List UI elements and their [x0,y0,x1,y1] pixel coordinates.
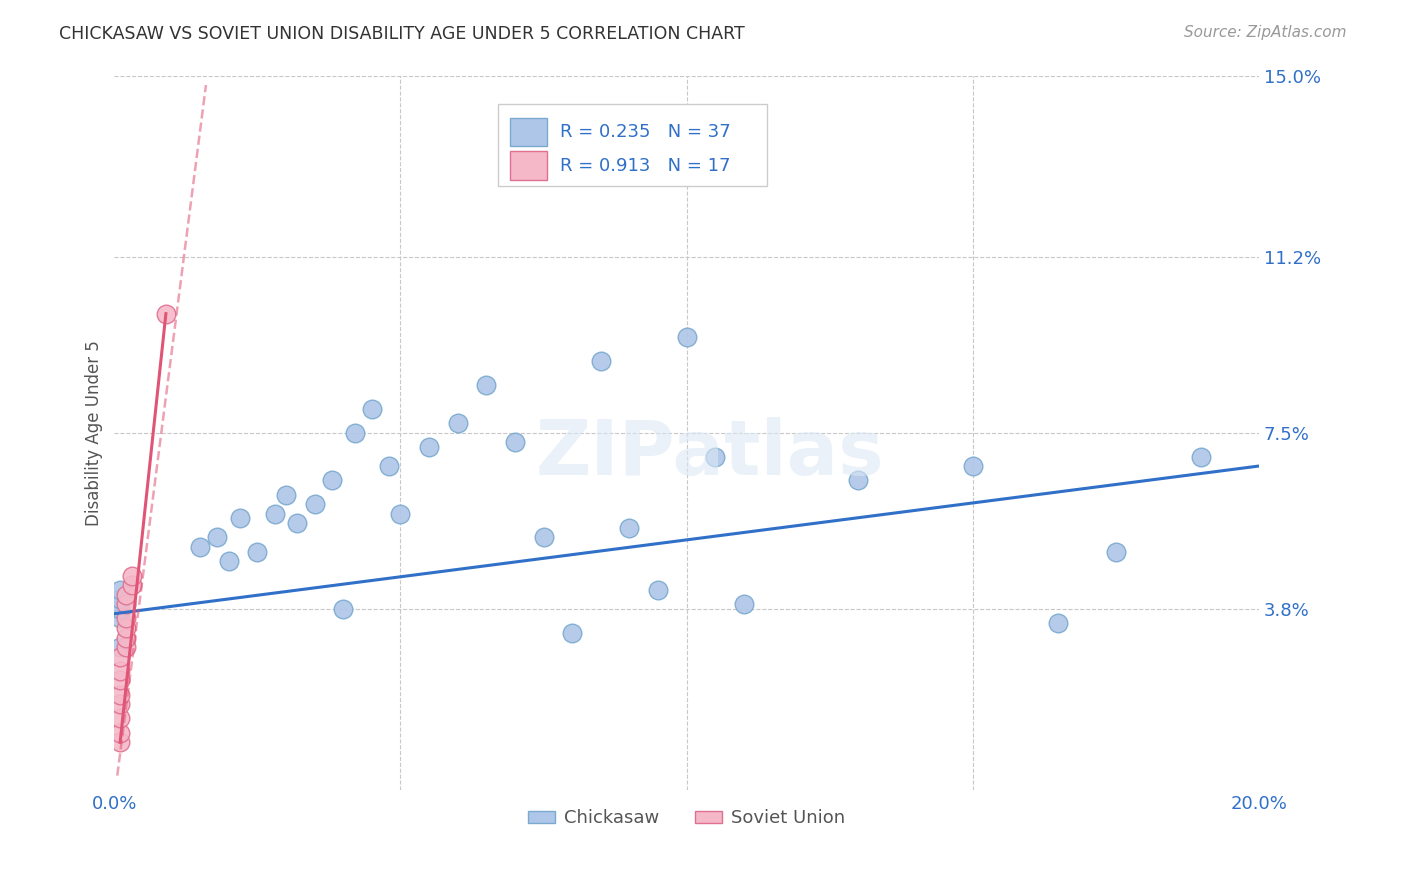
FancyBboxPatch shape [498,104,766,186]
Point [675,330,697,344]
Point [287,516,309,531]
Text: R = 0.913   N = 17: R = 0.913 N = 17 [560,156,730,175]
Text: Source: ZipAtlas.com: Source: ZipAtlas.com [1184,25,1347,40]
Point [846,474,869,488]
Point [1047,616,1070,631]
Point [108,688,131,702]
Point [115,611,138,625]
Point [115,631,138,645]
Point [263,507,285,521]
Text: ZIPatlas: ZIPatlas [536,417,884,491]
Point [418,440,440,454]
Point [207,531,229,545]
Point [589,354,612,368]
Point [115,621,138,635]
Point [389,507,412,521]
Point [533,531,555,545]
Point [188,540,211,554]
Point [115,640,138,654]
FancyBboxPatch shape [510,152,547,180]
Point [218,554,240,568]
Y-axis label: Disability Age Under 5: Disability Age Under 5 [86,340,103,525]
Point [733,597,755,611]
Point [704,450,727,464]
Point [246,545,269,559]
Point [115,597,138,611]
Point [962,458,984,473]
Point [332,602,354,616]
Point [108,592,131,607]
Point [108,664,131,678]
Point [121,568,143,582]
Point [108,602,131,616]
Point [274,488,297,502]
Point [108,735,131,749]
Point [108,711,131,725]
Legend: Chickasaw, Soviet Union: Chickasaw, Soviet Union [520,802,852,835]
Point [108,697,131,711]
Point [360,401,382,416]
Point [321,474,343,488]
Point [647,582,669,597]
Point [619,521,641,535]
Point [115,588,138,602]
Point [108,640,131,654]
Point [561,625,583,640]
Point [343,425,366,440]
Text: R = 0.235   N = 37: R = 0.235 N = 37 [560,123,730,141]
Point [229,511,252,525]
Point [304,497,326,511]
Point [475,378,498,392]
Point [1105,545,1128,559]
Point [121,578,143,592]
Text: CHICKASAW VS SOVIET UNION DISABILITY AGE UNDER 5 CORRELATION CHART: CHICKASAW VS SOVIET UNION DISABILITY AGE… [59,25,745,43]
Point [108,673,131,688]
Point [447,416,470,430]
Point [108,649,131,664]
Point [155,307,177,321]
FancyBboxPatch shape [510,118,547,146]
Point [503,435,526,450]
Point [108,725,131,739]
Point [1191,450,1213,464]
Point [108,582,131,597]
Point [378,458,401,473]
Point [108,611,131,625]
